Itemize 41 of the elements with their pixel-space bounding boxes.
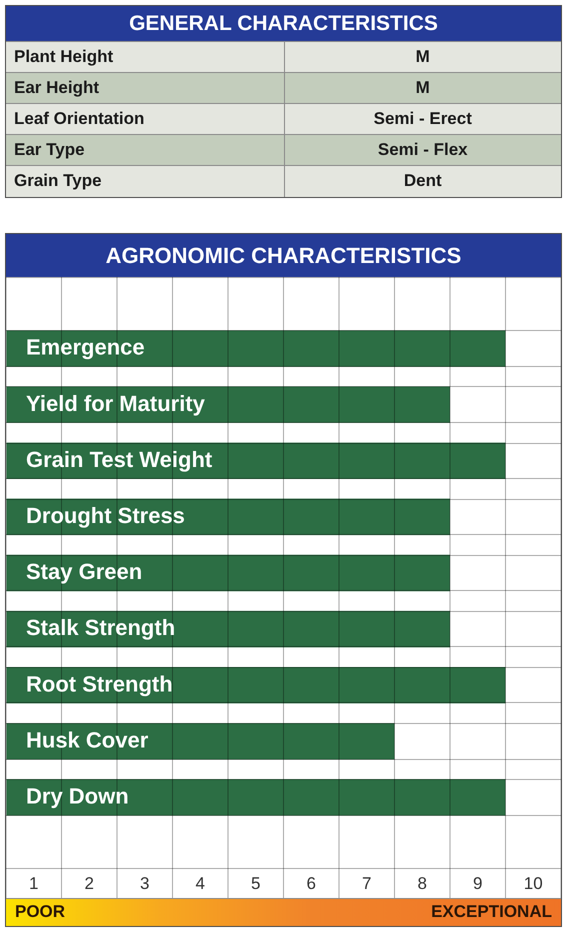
x-tick-label: 3 [140, 873, 150, 892]
bar [6, 330, 506, 366]
x-tick-label: 7 [362, 873, 372, 892]
category-label: Ear Type [6, 134, 284, 166]
y-tick-label: Husk Cover [26, 726, 149, 752]
gradient-strip: POOR EXCEPTIONAL [6, 898, 561, 926]
bar [6, 442, 506, 479]
text: M [284, 42, 561, 72]
y-tick-label: Grain Test Weight [26, 446, 213, 472]
bar [6, 610, 450, 647]
y-tick-label: Stay Green [26, 558, 142, 584]
category-label: Ear Height [6, 72, 284, 104]
text: GENERAL CHARACTERISTICS [6, 6, 561, 41]
x-tick-label: 9 [473, 873, 482, 892]
x-tick-label: 6 [306, 873, 316, 892]
text: Dent [284, 166, 561, 196]
bar [6, 666, 506, 703]
text: M [284, 72, 561, 104]
y-tick-label: Yield for Maturity [26, 390, 206, 416]
bar [6, 722, 394, 760]
bar [6, 778, 506, 816]
bar [6, 386, 450, 422]
x-tick-label: 10 [524, 873, 543, 892]
bar [6, 498, 450, 535]
y-tick-label: Root Strength [26, 670, 173, 696]
x-tick-label: 8 [418, 873, 427, 892]
x-tick-label: 5 [251, 873, 260, 892]
y-tick-label: Dry Down [26, 782, 129, 808]
y-tick-label: Stalk Strength [26, 614, 176, 640]
x-tick-label: 2 [84, 873, 94, 892]
text: Semi - Flex [284, 134, 561, 166]
text: Semi - Erect [284, 104, 561, 134]
category-label: Plant Height [6, 42, 284, 72]
bar [6, 554, 450, 591]
x-tick-label: 1 [29, 873, 38, 892]
category-label: Leaf Orientation [6, 104, 284, 134]
y-tick-label: Emergence [26, 334, 145, 360]
category-label: Grain Type [6, 166, 284, 196]
chart-title: AGRONOMIC CHARACTERISTICS [6, 234, 561, 276]
x-tick-label: 4 [196, 873, 205, 892]
y-tick-label: Drought Stress [26, 502, 185, 528]
